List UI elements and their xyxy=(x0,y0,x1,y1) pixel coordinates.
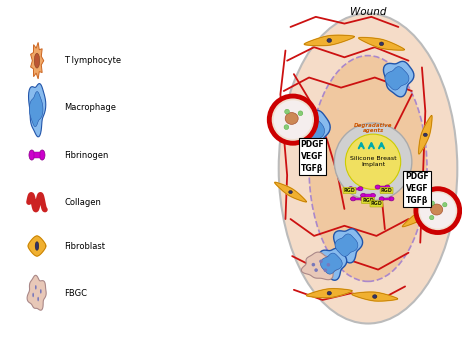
Ellipse shape xyxy=(285,113,298,124)
Ellipse shape xyxy=(431,204,443,215)
Ellipse shape xyxy=(370,193,375,197)
Circle shape xyxy=(269,96,317,143)
Text: PDGF
VEGF
TGFβ: PDGF VEGF TGFβ xyxy=(405,173,428,205)
Circle shape xyxy=(40,289,42,294)
Ellipse shape xyxy=(289,190,292,194)
Text: RGD: RGD xyxy=(381,188,392,193)
Text: Degradative
agents: Degradative agents xyxy=(354,123,392,133)
Circle shape xyxy=(285,109,290,114)
Polygon shape xyxy=(301,252,339,280)
Polygon shape xyxy=(284,109,310,133)
Ellipse shape xyxy=(375,185,380,189)
Circle shape xyxy=(298,111,303,116)
Ellipse shape xyxy=(389,197,394,201)
Text: RGD: RGD xyxy=(362,198,374,203)
Ellipse shape xyxy=(379,197,384,201)
Circle shape xyxy=(334,123,412,201)
Polygon shape xyxy=(307,289,352,298)
Text: Collagen: Collagen xyxy=(64,198,101,207)
Ellipse shape xyxy=(423,133,428,136)
Polygon shape xyxy=(352,292,398,301)
Polygon shape xyxy=(28,236,46,256)
Polygon shape xyxy=(359,37,404,50)
Circle shape xyxy=(327,263,330,267)
Polygon shape xyxy=(419,116,432,154)
Ellipse shape xyxy=(296,120,299,123)
Text: RGD: RGD xyxy=(344,188,356,193)
Text: FBGC: FBGC xyxy=(64,289,87,298)
Bar xyxy=(34,152,40,158)
Ellipse shape xyxy=(348,187,353,191)
Circle shape xyxy=(346,134,401,189)
Text: Wound: Wound xyxy=(350,7,386,17)
Polygon shape xyxy=(295,110,330,153)
Polygon shape xyxy=(31,42,44,79)
Text: Fibrinogen: Fibrinogen xyxy=(64,151,109,159)
Ellipse shape xyxy=(35,242,39,250)
Polygon shape xyxy=(297,117,325,145)
Polygon shape xyxy=(28,84,46,137)
Bar xyxy=(380,186,385,188)
Circle shape xyxy=(416,189,460,233)
Text: Macrophage: Macrophage xyxy=(64,103,116,112)
Circle shape xyxy=(37,297,39,301)
Ellipse shape xyxy=(327,38,332,42)
Bar xyxy=(383,198,390,200)
Circle shape xyxy=(324,268,327,272)
Polygon shape xyxy=(385,67,409,90)
Ellipse shape xyxy=(373,295,377,299)
Ellipse shape xyxy=(350,197,356,201)
Ellipse shape xyxy=(29,150,35,160)
Ellipse shape xyxy=(358,187,363,191)
Polygon shape xyxy=(402,205,438,227)
Bar xyxy=(365,194,371,196)
Circle shape xyxy=(430,201,435,205)
Polygon shape xyxy=(334,229,363,263)
Ellipse shape xyxy=(361,193,366,197)
Polygon shape xyxy=(304,35,354,46)
Ellipse shape xyxy=(385,185,390,189)
Circle shape xyxy=(429,215,434,220)
Circle shape xyxy=(284,125,289,129)
Polygon shape xyxy=(29,92,43,127)
Ellipse shape xyxy=(39,150,45,160)
Circle shape xyxy=(35,285,36,289)
Ellipse shape xyxy=(360,197,365,201)
Ellipse shape xyxy=(327,291,331,295)
Circle shape xyxy=(319,259,323,263)
Text: PDGF
VEGF
TGFβ: PDGF VEGF TGFβ xyxy=(301,141,324,173)
Text: Silicone Breast
Implant: Silicone Breast Implant xyxy=(350,156,396,167)
Circle shape xyxy=(314,268,318,272)
Polygon shape xyxy=(335,234,358,256)
Polygon shape xyxy=(319,248,346,280)
Circle shape xyxy=(32,293,34,297)
Circle shape xyxy=(34,53,40,68)
Ellipse shape xyxy=(379,42,383,46)
Circle shape xyxy=(443,203,447,207)
Polygon shape xyxy=(27,275,46,310)
Text: RGD: RGD xyxy=(371,202,383,206)
Ellipse shape xyxy=(309,56,427,281)
Polygon shape xyxy=(274,182,306,202)
Bar xyxy=(353,188,358,190)
Bar xyxy=(355,198,361,200)
Circle shape xyxy=(420,193,456,228)
Ellipse shape xyxy=(418,214,422,217)
Polygon shape xyxy=(320,253,342,274)
Ellipse shape xyxy=(279,13,457,324)
Circle shape xyxy=(273,100,312,139)
Polygon shape xyxy=(383,61,414,97)
Circle shape xyxy=(311,263,315,267)
Text: Fibroblast: Fibroblast xyxy=(64,242,105,250)
Text: T lymphocyte: T lymphocyte xyxy=(64,56,121,65)
